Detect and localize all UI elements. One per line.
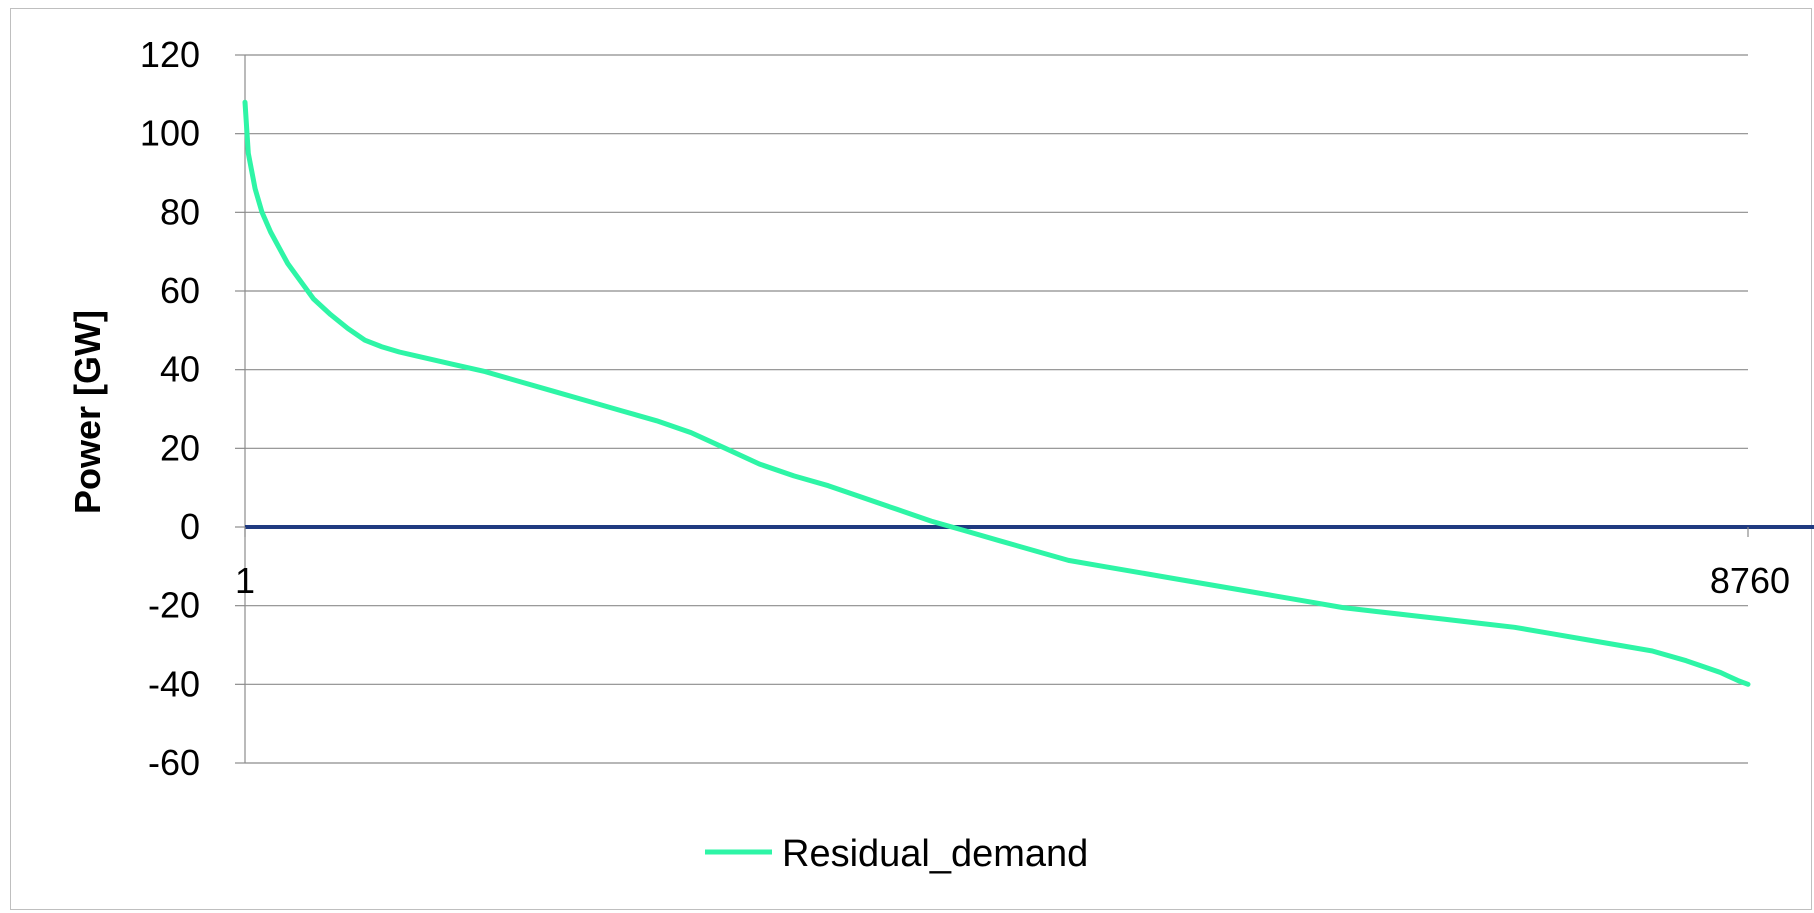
axes [235, 54, 1814, 764]
y-tick-label: 80 [160, 191, 200, 232]
y-axis-title: Power [GW] [67, 310, 108, 514]
chart-frame [10, 8, 1812, 910]
y-tick-label: 60 [160, 270, 200, 311]
y-tick-label: 120 [140, 34, 200, 75]
x-tick-label-first: 1 [235, 560, 255, 601]
legend-label-residual-demand: Residual_demand [782, 833, 1088, 875]
y-tick-label: 40 [160, 349, 200, 390]
y-tick-label: -60 [148, 742, 200, 783]
tick-labels: 120 100 80 60 40 20 0 -20 -40 -60 1 8760 [140, 34, 1790, 783]
y-tick-label: -40 [148, 663, 200, 704]
series-layer [242, 99, 1751, 687]
y-tick-label: 20 [160, 427, 200, 468]
y-tick-label: -20 [148, 585, 200, 626]
gridlines [245, 54, 1748, 764]
y-tick-label: 0 [180, 506, 200, 547]
x-tick-label-last: 8760 [1710, 560, 1790, 601]
legend: Residual_demand [705, 833, 1088, 875]
series-line-residual-demand [242, 99, 1751, 687]
y-tick-label: 100 [140, 113, 200, 154]
